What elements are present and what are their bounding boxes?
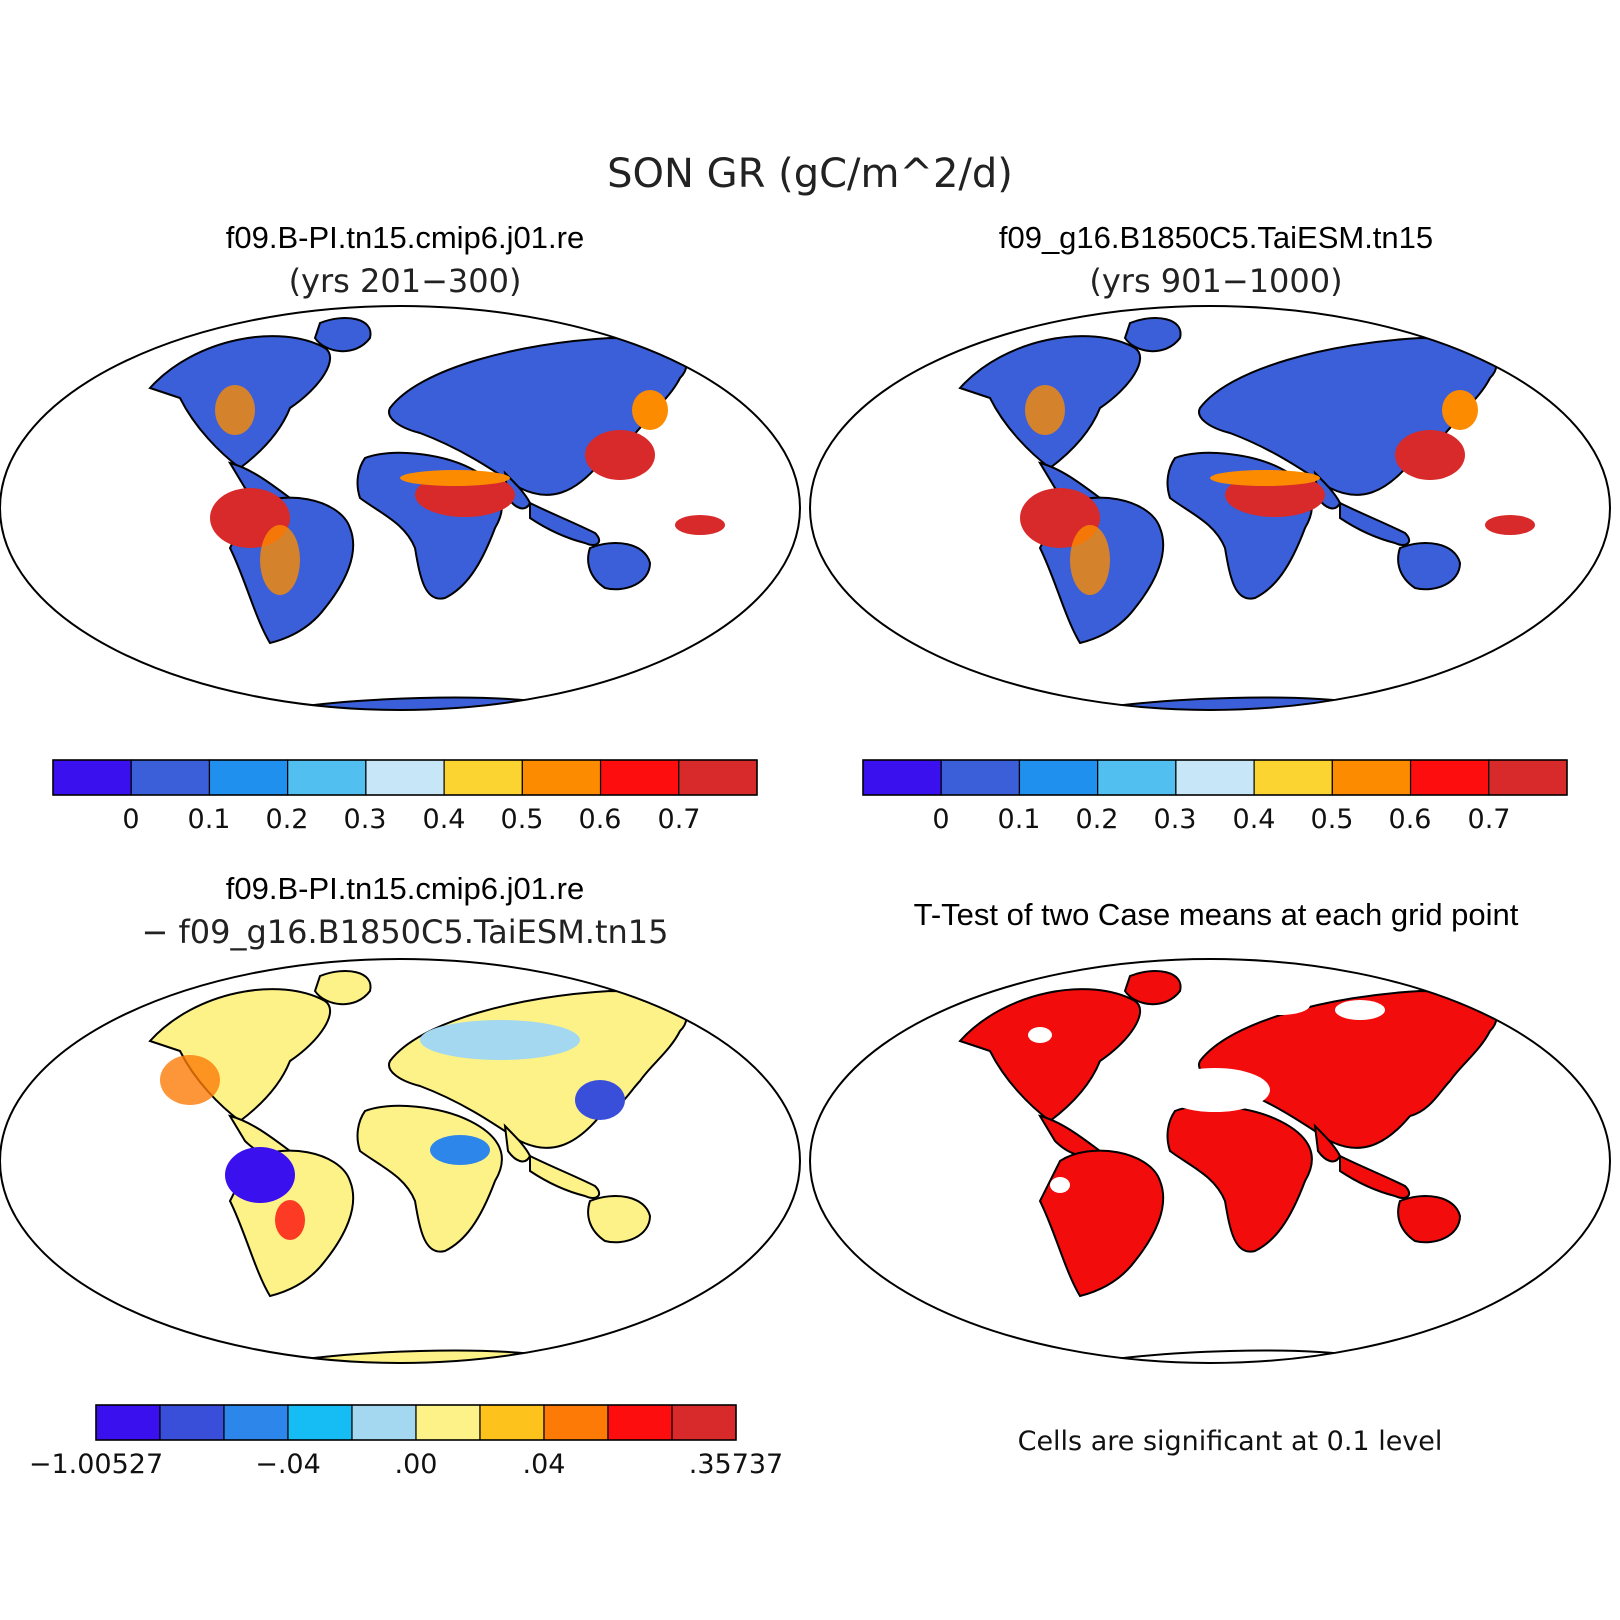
colorbar-2-boxes (862, 759, 1568, 796)
panel-2-subtitle: (yrs 901−1000) (1089, 262, 1342, 300)
colorbar-2-box (862, 759, 942, 796)
panel-2-frame (809, 305, 1611, 711)
panel-4-frame (809, 958, 1611, 1364)
colorbar-1-boxes (52, 759, 758, 796)
colorbar-2-label: 0.4 (1233, 804, 1276, 835)
panel-2-hotspots (1020, 385, 1535, 595)
colorbar-1-box (365, 759, 445, 796)
colorbar-2-frame (862, 759, 1568, 796)
colorbar-1-frame (52, 759, 758, 796)
panel-3-hotspots (160, 1020, 625, 1240)
colorbar-1-label: 0 (122, 804, 139, 835)
colorbar-3-label: −1.00527 (29, 1449, 163, 1480)
colorbar-1-box (287, 759, 367, 796)
panel-3-frame (0, 958, 801, 1364)
colorbar-2-label: 0 (932, 804, 949, 835)
panel-1-hotspots (210, 385, 725, 595)
colorbar-2-label: 0.3 (1154, 804, 1197, 835)
colorbar-3-box (543, 1404, 609, 1441)
panel-2-title: f09_g16.B1850C5.TaiESM.tn15 (999, 220, 1433, 255)
colorbar-3-box (607, 1404, 673, 1441)
colorbar-1-label: 0.4 (423, 804, 466, 835)
colorbar-1-label: 0.2 (266, 804, 309, 835)
panel-4-map (810, 959, 1610, 1363)
colorbar-3-frame (95, 1404, 737, 1441)
colorbar-3-box (287, 1404, 353, 1441)
colorbar-3-box (159, 1404, 225, 1441)
colorbar-1-labels: 0 0.1 0.2 0.3 0.4 0.5 0.6 0.7 (122, 804, 700, 835)
panel-1-map (0, 306, 800, 710)
colorbar-1-box (208, 759, 289, 796)
colorbar-1-label: 0.3 (344, 804, 387, 835)
panel-1: f09.B-PI.tn15.cmip6.j01.re (yrs 201−300) (0, 220, 801, 711)
colorbar-3-boxes (95, 1404, 737, 1441)
colorbar-1: 0 0.1 0.2 0.3 0.4 0.5 0.6 0.7 (52, 759, 758, 835)
colorbar-3-label: −.04 (255, 1449, 321, 1480)
colorbar-2-label: 0.7 (1468, 804, 1511, 835)
panel-1-title: f09.B-PI.tn15.cmip6.j01.re (226, 220, 584, 255)
panel-2-map (810, 306, 1610, 710)
colorbar-2-box (1175, 759, 1255, 796)
colorbar-3-box (415, 1404, 481, 1441)
panel-3-title: f09.B-PI.tn15.cmip6.j01.re (226, 871, 584, 906)
colorbar-3-box (479, 1404, 545, 1441)
colorbar-1-box (130, 759, 211, 796)
colorbar-1-box (599, 759, 680, 796)
colorbar-2: 0 0.1 0.2 0.3 0.4 0.5 0.6 0.7 (862, 759, 1568, 835)
panel-3-subtitle: − f09_g16.B1850C5.TaiESM.tn15 (141, 913, 668, 951)
colorbar-2-box (1253, 759, 1333, 796)
colorbar-2-box (940, 759, 1021, 796)
colorbar-2-labels: 0 0.1 0.2 0.3 0.4 0.5 0.6 0.7 (932, 804, 1510, 835)
panel-4-title: T-Test of two Case means at each grid po… (914, 897, 1519, 932)
colorbar-3-box (223, 1404, 289, 1441)
colorbar-2-label: 0.6 (1389, 804, 1432, 835)
colorbar-3-label: .00 (395, 1449, 438, 1480)
colorbar-1-label: 0.1 (188, 804, 231, 835)
colorbar-1-box (678, 759, 758, 796)
colorbar-2-label: 0.2 (1076, 804, 1119, 835)
significance-note: Cells are significant at 0.1 level (1018, 1426, 1443, 1457)
colorbar-2-box (1097, 759, 1177, 796)
colorbar-3-label: .35737 (689, 1449, 783, 1480)
colorbar-3-box (351, 1404, 417, 1441)
colorbar-1-label: 0.7 (658, 804, 701, 835)
figure-title: SON GR (gC/m^2/d) (607, 151, 1013, 197)
colorbar-1-box (52, 759, 132, 796)
colorbar-1-label: 0.6 (579, 804, 622, 835)
panel-1-subtitle: (yrs 201−300) (289, 262, 522, 300)
panel-1-frame (0, 305, 801, 711)
colorbar-2-label: 0.1 (998, 804, 1041, 835)
colorbar-3-box (95, 1404, 161, 1441)
colorbar-2-box (1331, 759, 1412, 796)
colorbar-3-box (671, 1404, 737, 1441)
panel-3-map (0, 959, 800, 1363)
colorbar-3-label: .04 (523, 1449, 566, 1480)
panel-3: f09.B-PI.tn15.cmip6.j01.re − f09_g16.B18… (0, 871, 801, 1364)
colorbar-2-label: 0.5 (1311, 804, 1354, 835)
colorbar-2-box (1018, 759, 1099, 796)
panel-4-nonsignificant-areas (1028, 995, 1385, 1193)
colorbar-1-box (521, 759, 602, 796)
colorbar-1-box (443, 759, 523, 796)
panel-2: f09_g16.B1850C5.TaiESM.tn15 (yrs 901−100… (809, 220, 1611, 711)
colorbar-2-box (1409, 759, 1490, 796)
colorbar-1-label: 0.5 (501, 804, 544, 835)
colorbar-3: −1.00527 −.04 .00 .04 .35737 (29, 1404, 783, 1480)
colorbar-2-box (1488, 759, 1568, 796)
panel-4: T-Test of two Case means at each grid po… (809, 897, 1611, 1457)
colorbar-3-labels: −1.00527 −.04 .00 .04 .35737 (29, 1449, 783, 1480)
